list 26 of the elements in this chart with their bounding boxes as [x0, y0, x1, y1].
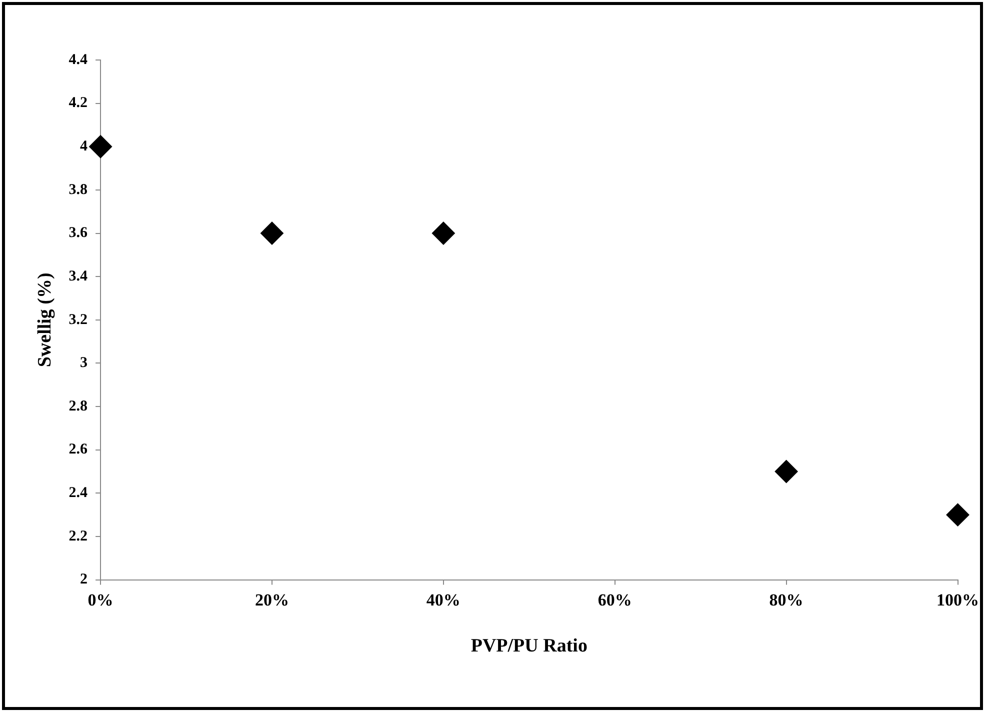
- y-tick-label: 3.4: [68, 268, 88, 284]
- y-tick-label: 2.6: [68, 442, 88, 458]
- y-tick-label: 2.2: [68, 528, 88, 544]
- x-tick-label: 40%: [426, 590, 460, 610]
- y-axis-title: Swellig (%): [34, 272, 56, 368]
- y-tick-label: 2.4: [68, 485, 88, 502]
- y-tick-label: 4.2: [68, 95, 88, 112]
- y-tick-label: 3.8: [68, 182, 88, 198]
- point: [946, 503, 970, 526]
- point: [774, 460, 798, 484]
- y-tick-label: 4.4: [68, 52, 88, 68]
- x-tick-label: 20%: [254, 590, 289, 610]
- x-tick-label: 80%: [769, 590, 804, 610]
- point: [432, 222, 455, 245]
- x-tick-label: 100%: [936, 590, 979, 610]
- y-tick-label: 3: [80, 355, 88, 372]
- point: [260, 222, 284, 245]
- y-tick-label: 3.6: [68, 225, 88, 242]
- y-tick-label: 4: [80, 138, 88, 155]
- y-tick-label: 2: [80, 572, 88, 588]
- x-tick-label: 0%: [88, 590, 114, 610]
- x-tick-label: 60%: [598, 590, 632, 610]
- point: [89, 135, 112, 158]
- y-tick-label: 2.8: [68, 398, 88, 414]
- y-tick-label: 3.2: [68, 312, 88, 328]
- x-axis-title: PVP/PU Ratio: [470, 636, 588, 657]
